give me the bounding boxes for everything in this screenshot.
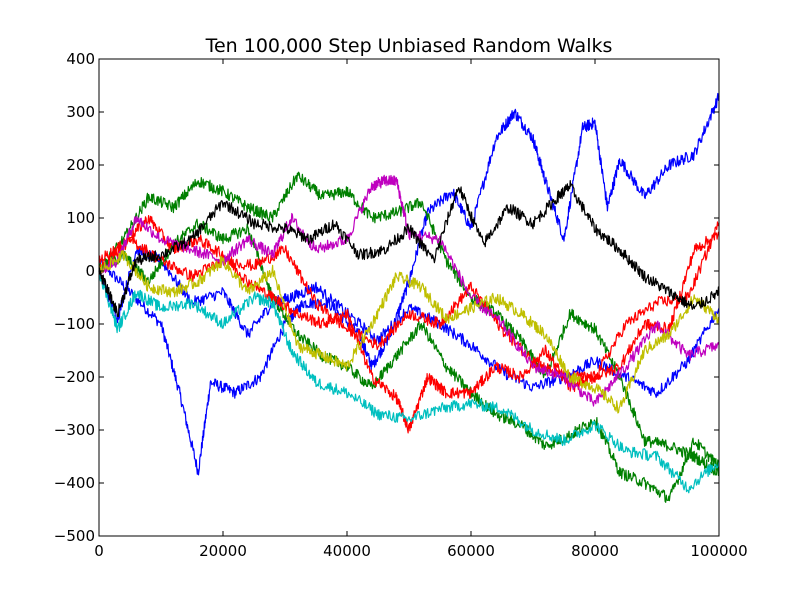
x-tick-label: 80000 <box>571 542 619 560</box>
y-tick-label: −400 <box>54 474 95 492</box>
y-tick-label: −100 <box>54 315 95 333</box>
y-tick-label: 0 <box>85 262 95 280</box>
x-tick-label: 60000 <box>447 542 495 560</box>
plot-frame <box>98 58 720 537</box>
series-line-10 <box>98 180 720 318</box>
y-tick-label: 300 <box>66 103 95 121</box>
series-line-6 <box>98 221 720 383</box>
series-line-4 <box>98 218 720 503</box>
x-tick-label: 40000 <box>323 542 371 560</box>
series-layer <box>98 92 720 503</box>
y-tick-label: −200 <box>54 368 95 386</box>
series-line-1 <box>98 92 720 476</box>
y-tick-label: 400 <box>66 50 95 68</box>
series-line-5 <box>98 215 720 434</box>
y-tick-label: 200 <box>66 156 95 174</box>
x-tick-label: 20000 <box>199 542 247 560</box>
y-tick-label: −300 <box>54 421 95 439</box>
series-line-8 <box>98 174 720 407</box>
x-tick-label: 100000 <box>690 542 747 560</box>
chart-title: Ten 100,000 Step Unbiased Random Walks <box>205 35 613 57</box>
series-line-7 <box>98 270 720 494</box>
series-line-9 <box>98 250 720 414</box>
axis-layer: 0 20000 40000 60000 80000 100000 −500 −400 −300 −… <box>54 50 748 560</box>
y-tick-label: 100 <box>66 209 95 227</box>
x-tick-label: 0 <box>94 542 104 560</box>
y-tick-label: −500 <box>54 527 95 545</box>
